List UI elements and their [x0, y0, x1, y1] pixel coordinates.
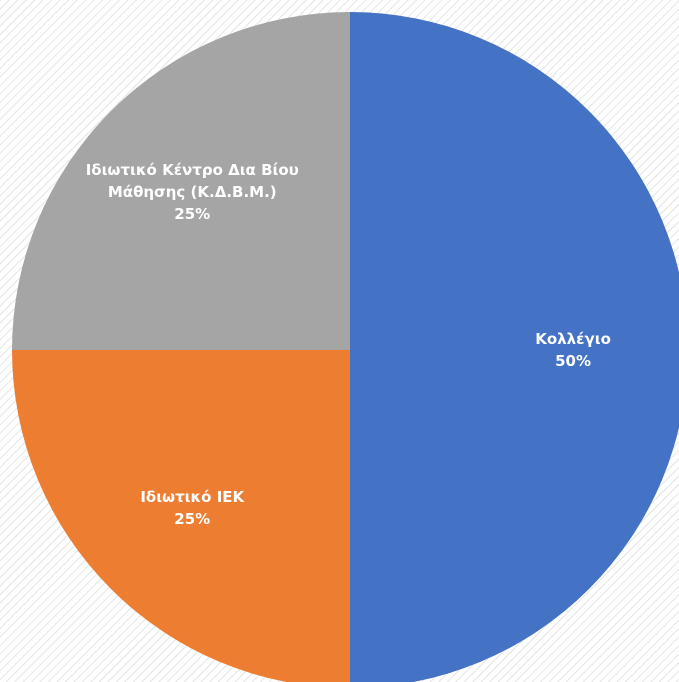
pie-slice — [350, 12, 679, 682]
category-label: Ιδιωτικό ΙΕΚ — [140, 487, 245, 506]
value-label: 25% — [174, 205, 211, 224]
category-label: Κολλέγιο — [535, 330, 611, 348]
pie-slice — [12, 350, 350, 682]
data-label: Ιδιωτικό Κέντρο Δια Βίου Μάθησης (Κ.Δ.Β.… — [77, 159, 307, 225]
pie-slice — [12, 12, 350, 350]
value-label: 50% — [555, 352, 592, 370]
data-label: Ιδιωτικό ΙΕΚ 25% — [77, 486, 307, 530]
data-label: Κολλέγιο 50% — [458, 328, 679, 372]
category-label: Ιδιωτικό Κέντρο Δια Βίου Μάθησης (Κ.Δ.Β.… — [85, 161, 299, 202]
value-label: 25% — [174, 509, 211, 528]
